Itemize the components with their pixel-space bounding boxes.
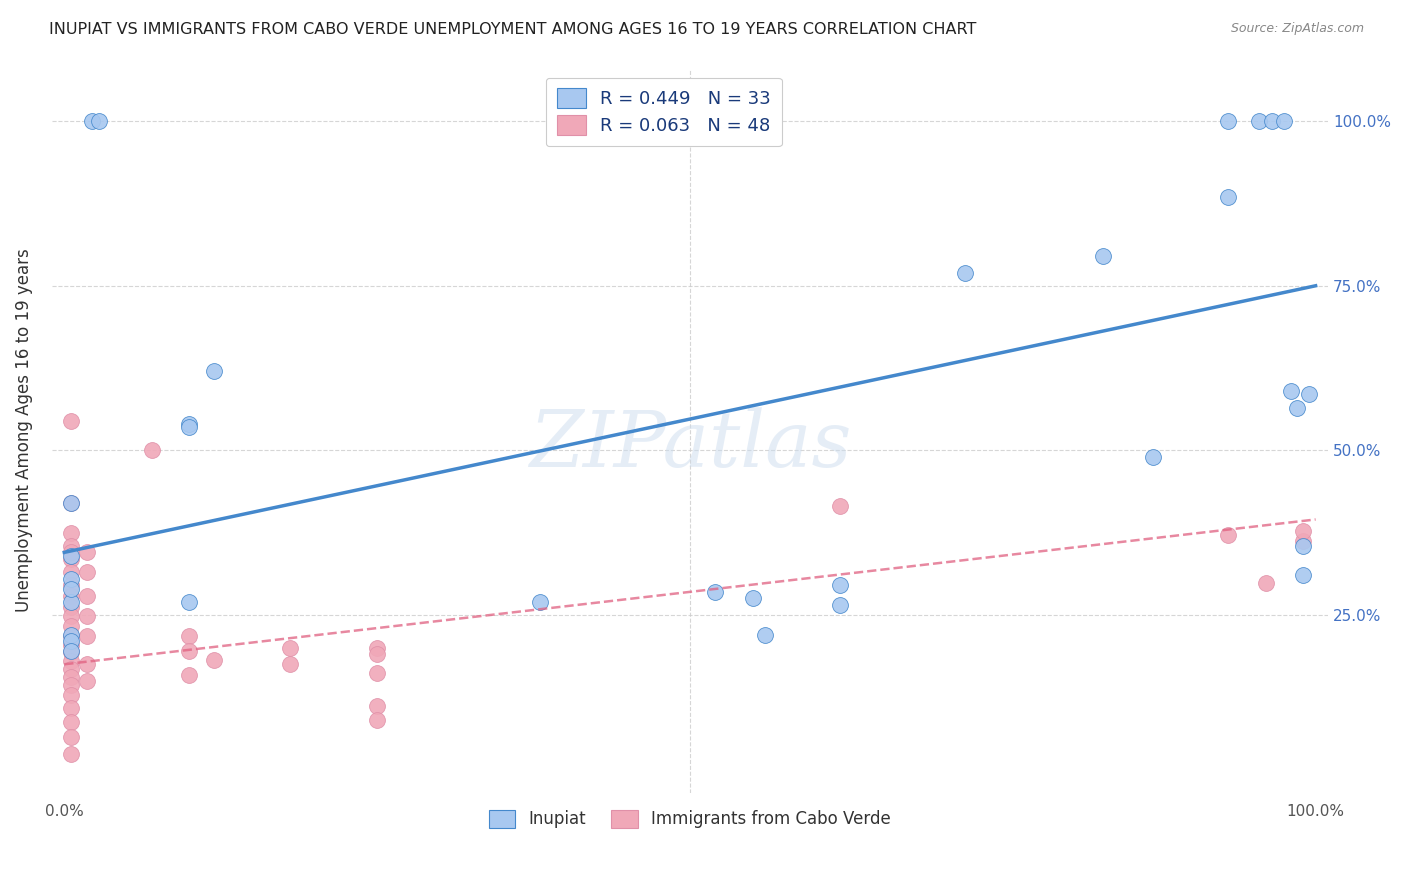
Y-axis label: Unemployment Among Ages 16 to 19 years: Unemployment Among Ages 16 to 19 years <box>15 249 32 613</box>
Point <box>59 629 82 643</box>
Point <box>955 266 977 280</box>
Point <box>1292 534 1315 549</box>
Point <box>59 600 82 615</box>
Point <box>59 496 82 510</box>
Point <box>59 747 82 762</box>
Point <box>1292 524 1315 538</box>
Point <box>59 545 82 559</box>
Point <box>1272 114 1295 128</box>
Legend: Inupiat, Immigrants from Cabo Verde: Inupiat, Immigrants from Cabo Verde <box>482 803 898 835</box>
Point <box>1216 527 1239 541</box>
Point <box>830 500 852 514</box>
Point <box>1292 539 1315 553</box>
Point <box>59 539 82 553</box>
Point <box>366 640 388 655</box>
Point <box>59 654 82 668</box>
Point <box>1216 114 1239 128</box>
Point <box>1254 576 1277 591</box>
Point <box>1091 249 1114 263</box>
Point <box>76 590 98 604</box>
Point <box>76 657 98 672</box>
Point <box>179 629 201 643</box>
Point <box>179 420 201 434</box>
Point <box>1292 568 1315 582</box>
Point <box>179 644 201 658</box>
Point <box>366 713 388 727</box>
Point <box>76 629 98 643</box>
Point <box>76 565 98 579</box>
Point <box>59 670 82 684</box>
Point <box>1142 450 1164 464</box>
Point <box>59 496 82 510</box>
Text: INUPIAT VS IMMIGRANTS FROM CABO VERDE UNEMPLOYMENT AMONG AGES 16 TO 19 YEARS COR: INUPIAT VS IMMIGRANTS FROM CABO VERDE UN… <box>49 22 977 37</box>
Point <box>278 657 301 672</box>
Point <box>59 634 82 648</box>
Point <box>59 525 82 540</box>
Point <box>59 644 82 658</box>
Point <box>80 114 103 128</box>
Point <box>1216 190 1239 204</box>
Point <box>529 595 551 609</box>
Point <box>204 653 226 667</box>
Point <box>704 585 727 599</box>
Point <box>59 590 82 604</box>
Point <box>59 638 82 652</box>
Point <box>59 619 82 633</box>
Point <box>59 549 82 563</box>
Point <box>59 595 82 609</box>
Point <box>179 595 201 609</box>
Point <box>59 628 82 642</box>
Text: ZIPatlas: ZIPatlas <box>529 407 851 483</box>
Point <box>59 609 82 624</box>
Point <box>1298 387 1320 401</box>
Point <box>1261 114 1284 128</box>
Point <box>59 730 82 744</box>
Point <box>59 414 82 428</box>
Point <box>366 648 388 662</box>
Point <box>59 645 82 659</box>
Point <box>89 114 111 128</box>
Point <box>366 698 388 713</box>
Point <box>179 668 201 682</box>
Point <box>76 673 98 688</box>
Point <box>59 678 82 692</box>
Point <box>741 591 763 606</box>
Text: Source: ZipAtlas.com: Source: ZipAtlas.com <box>1230 22 1364 36</box>
Point <box>59 701 82 715</box>
Point <box>76 609 98 624</box>
Point <box>179 417 201 431</box>
Point <box>830 598 852 612</box>
Point <box>141 443 163 458</box>
Point <box>59 662 82 676</box>
Point <box>59 688 82 702</box>
Point <box>830 578 852 592</box>
Point <box>59 552 82 566</box>
Point <box>278 640 301 655</box>
Point <box>204 364 226 378</box>
Point <box>754 628 776 642</box>
Point <box>59 565 82 579</box>
Point <box>366 665 388 680</box>
Point <box>1249 114 1271 128</box>
Point <box>59 582 82 596</box>
Point <box>59 714 82 729</box>
Point <box>76 545 98 559</box>
Point <box>59 578 82 592</box>
Point <box>1285 401 1308 415</box>
Point <box>1279 384 1302 398</box>
Point <box>59 572 82 586</box>
